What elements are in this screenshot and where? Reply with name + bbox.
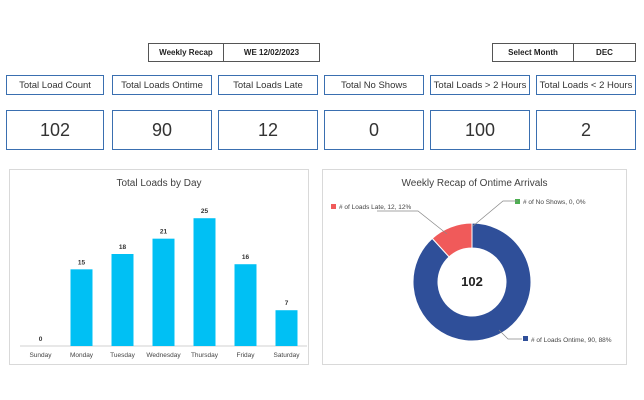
- bar-chart: 0 Sunday 15 Monday 18 Tuesday 21 Wednesday 25 Thu…: [20, 208, 307, 359]
- bar-chart-title: Total Loads by Day: [116, 178, 202, 189]
- bar-thursday: [193, 218, 216, 346]
- x-tick-label: Tuesday: [110, 352, 135, 359]
- month-selector[interactable]: Select Month DEC: [492, 43, 636, 62]
- bar-chart-panel: Total Loads by Day 0 Sunday 15 Monday 18 Tues…: [9, 169, 309, 365]
- x-tick-label: Thursday: [191, 352, 219, 359]
- kpi-label-total-load-count: Total Load Count: [6, 75, 104, 95]
- kpi-value-loads-over-2h: 100: [430, 110, 530, 150]
- kpi-value-total-load-count: 102: [6, 110, 104, 150]
- kpi-value-total-loads-ontime: 90: [112, 110, 212, 150]
- x-tick-label: Monday: [70, 352, 94, 359]
- weekly-recap-value[interactable]: WE 12/02/2023: [243, 48, 300, 57]
- kpi-label-loads-under-2h: Total Loads < 2 Hours: [536, 75, 636, 95]
- bar-value-label: 16: [242, 254, 250, 261]
- month-label: Select Month: [493, 44, 574, 61]
- kpi-label-total-loads-late: Total Loads Late: [218, 75, 318, 95]
- kpi-label-total-loads-ontime: Total Loads Ontime: [112, 75, 212, 95]
- ontime-legend-label: # of Loads Ontime, 90, 88%: [531, 337, 612, 344]
- noshow-legend-label: # of No Shows, 0, 0%: [523, 199, 586, 206]
- bar-wednesday: [152, 238, 175, 346]
- late-legend-label: # of Loads Late, 12, 12%: [339, 204, 411, 211]
- x-tick-label: Friday: [236, 352, 255, 359]
- bar-friday: [234, 264, 257, 346]
- donut-slice-ontime: [412, 222, 532, 342]
- bar-value-label: 25: [201, 208, 209, 215]
- bar-tuesday: [111, 254, 134, 346]
- noshow-legend-swatch: [515, 199, 520, 204]
- donut-chart-title: Weekly Recap of Ontime Arrivals: [401, 178, 548, 189]
- weekly-recap-label: Weekly Recap: [149, 44, 224, 61]
- noshow-leader-line: [472, 200, 518, 227]
- bar-value-label: 7: [285, 300, 289, 307]
- late-legend-swatch: [331, 204, 336, 209]
- donut-chart: # of Loads Late, 12, 12% # of No Shows, …: [331, 199, 612, 344]
- kpi-label-total-no-shows: Total No Shows: [324, 75, 424, 95]
- weekly-recap-selector[interactable]: Weekly Recap WE 12/02/2023: [148, 43, 320, 62]
- kpi-value-loads-under-2h: 2: [536, 110, 636, 150]
- donut-center-value: 102: [461, 274, 483, 289]
- kpi-value-total-loads-late: 12: [218, 110, 318, 150]
- bar-value-label: 21: [160, 229, 168, 236]
- x-tick-label: Wednesday: [146, 352, 181, 359]
- bar-value-label: 18: [119, 244, 127, 251]
- late-leader-line: [377, 210, 448, 235]
- x-tick-label: Sunday: [29, 352, 52, 359]
- month-value[interactable]: DEC: [596, 48, 613, 57]
- bar-value-label: 15: [78, 259, 86, 266]
- kpi-label-loads-over-2h: Total Loads > 2 Hours: [430, 75, 530, 95]
- ontime-leader-line: [498, 329, 522, 340]
- donut-chart-panel: Weekly Recap of Ontime Arrivals # of Loa…: [322, 169, 627, 365]
- bar-monday: [70, 269, 93, 346]
- kpi-value-total-no-shows: 0: [324, 110, 424, 150]
- x-tick-label: Saturday: [273, 352, 300, 359]
- bar-saturday: [275, 310, 298, 346]
- ontime-legend-swatch: [523, 336, 528, 341]
- bar-value-label: 0: [39, 336, 43, 343]
